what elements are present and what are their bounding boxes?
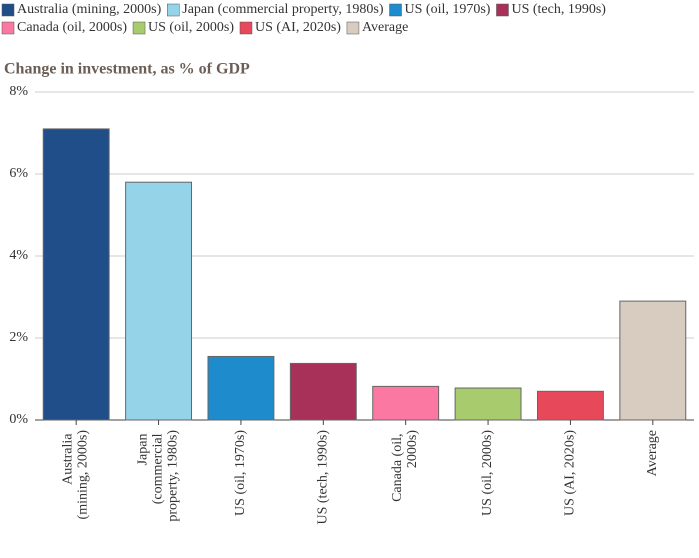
legend-swatch bbox=[346, 21, 360, 35]
y-tick-label: 2% bbox=[9, 330, 28, 345]
legend-item: US (oil, 1970s) bbox=[389, 2, 491, 17]
bar bbox=[454, 387, 522, 421]
legend-label: Japan (commercial property, 1980s) bbox=[182, 2, 384, 17]
bar bbox=[372, 385, 440, 421]
x-tick-label: Japan (commercial property, 1980s) bbox=[136, 430, 181, 522]
legend-swatch bbox=[389, 3, 402, 17]
legend-label: US (oil, 2000s) bbox=[148, 20, 234, 35]
legend-item: US (oil, 2000s) bbox=[132, 20, 234, 35]
legend-label: Average bbox=[362, 20, 408, 35]
y-tick-label: 8% bbox=[9, 84, 28, 99]
legend-swatch bbox=[132, 21, 146, 35]
x-tick-label: Average bbox=[645, 430, 660, 476]
legend-item: US (AI, 2020s) bbox=[239, 20, 341, 35]
legend-swatch bbox=[167, 3, 180, 17]
bar bbox=[289, 362, 357, 421]
bar bbox=[619, 300, 687, 421]
x-tick-label: US (tech, 1990s) bbox=[316, 430, 331, 525]
legend-label: US (AI, 2020s) bbox=[255, 20, 341, 35]
y-tick-label: 0% bbox=[9, 412, 28, 427]
legend-label: Canada (oil, 2000s) bbox=[17, 20, 127, 35]
legend-item: Japan (commercial property, 1980s) bbox=[167, 2, 384, 17]
bar bbox=[125, 181, 193, 421]
legend-item: Canada (oil, 2000s) bbox=[1, 20, 127, 35]
legend-label: US (tech, 1990s) bbox=[511, 2, 606, 17]
legend-swatch bbox=[239, 21, 253, 35]
bar bbox=[536, 390, 604, 421]
legend-swatch bbox=[496, 3, 509, 17]
legend-swatch bbox=[1, 3, 15, 17]
legend-swatch bbox=[1, 21, 15, 35]
x-tick-label: US (oil, 1970s) bbox=[233, 430, 248, 516]
x-tick-label: Canada (oil, 2000s) bbox=[390, 430, 420, 502]
x-tick-label: Australia (mining, 2000s) bbox=[61, 430, 91, 520]
legend-item: Average bbox=[346, 20, 408, 35]
legend-item: US (tech, 1990s) bbox=[496, 2, 606, 17]
y-tick-label: 4% bbox=[9, 248, 28, 263]
bar bbox=[207, 355, 275, 421]
bar bbox=[42, 128, 110, 421]
x-tick-label: US (AI, 2020s) bbox=[563, 430, 578, 516]
legend-item: Australia (mining, 2000s) bbox=[1, 2, 162, 17]
legend-label: Australia (mining, 2000s) bbox=[17, 2, 162, 17]
chart-title: Change in investment, as % of GDP bbox=[4, 61, 250, 78]
x-tick-label: US (oil, 2000s) bbox=[480, 430, 495, 516]
y-tick-label: 6% bbox=[9, 166, 28, 181]
legend-label: US (oil, 1970s) bbox=[405, 2, 491, 17]
